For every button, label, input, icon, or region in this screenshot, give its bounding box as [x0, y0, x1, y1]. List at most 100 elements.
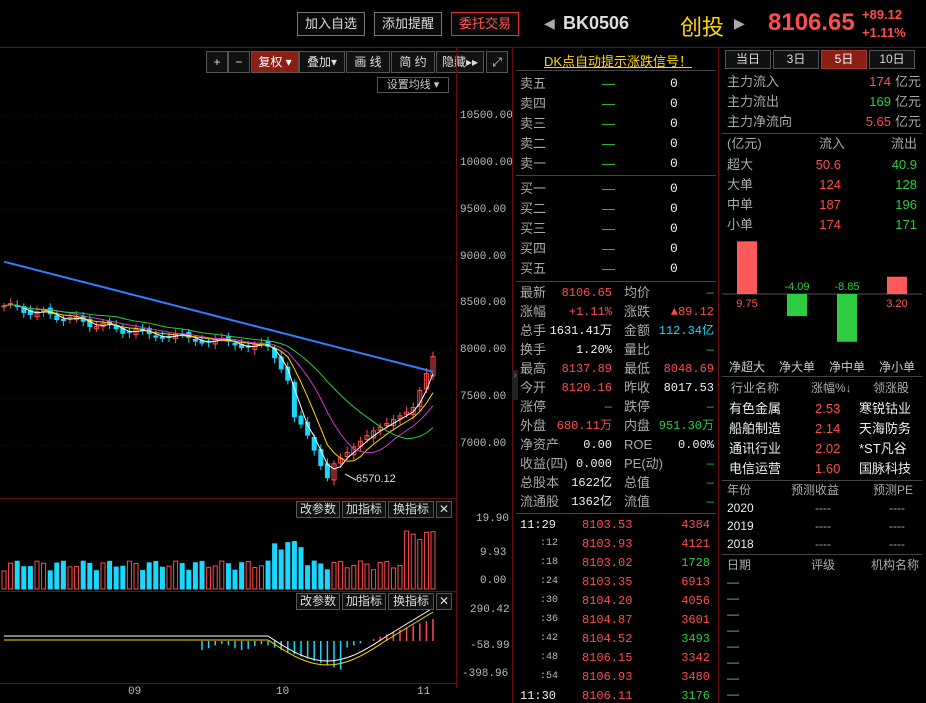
add-watchlist-button[interactable]: 加入自选 [297, 12, 365, 36]
prev-stock-icon[interactable]: ◀ [544, 15, 555, 31]
ma10-line [3, 304, 434, 462]
bid-row[interactable]: 买一 — 0 [520, 179, 716, 199]
macd-add-indicator-button[interactable]: 加指标 [342, 593, 386, 610]
fund-bar [787, 294, 807, 317]
vol-add-indicator-button[interactable]: 加指标 [342, 501, 386, 518]
tick-time: :24 [540, 576, 559, 587]
stat-label: 换手 [520, 342, 547, 357]
low-price-label: 6570.12 [356, 473, 396, 485]
zoom-in-button[interactable]: + [206, 51, 228, 73]
macd-params-button[interactable]: 改参数 [296, 593, 340, 610]
tick-row: :24 8103.35 6913 [520, 572, 716, 592]
volume-bar [239, 562, 245, 590]
ask-price: — [602, 136, 615, 151]
forecast-row: 2019 ---- ---- [727, 516, 921, 536]
industry-row[interactable]: 电信运营 1.60 国脉科技 [727, 459, 921, 479]
ask-row[interactable]: 卖四 — 0 [520, 94, 716, 114]
signal-link[interactable]: DK点自动提示涨跌信号！ [543, 54, 693, 69]
volume-bar [344, 567, 350, 590]
industry-row[interactable]: 有色金属 2.53 寒锐钴业 [727, 399, 921, 419]
candle-body [397, 415, 403, 420]
fund-tab[interactable]: 3日 [773, 50, 819, 69]
vol-params-button[interactable]: 改参数 [296, 501, 340, 518]
bid-row[interactable]: 买三 — 0 [520, 219, 716, 239]
volume-bar [133, 562, 139, 590]
forecast-eps: ---- [815, 501, 831, 515]
x-label: 11 [417, 686, 431, 698]
ask-volume: 0 [670, 116, 678, 131]
vol-swap-indicator-button[interactable]: 换指标 [388, 501, 434, 518]
draw-button[interactable]: 画 线 [346, 51, 390, 73]
hide-button[interactable]: 隐藏▸▸ [436, 51, 484, 73]
fund-label: 主力流入 [727, 74, 780, 89]
ytick: 10000.00 [460, 157, 513, 169]
ask-volume: 0 [670, 96, 678, 111]
volume-bar [21, 566, 27, 590]
stat-value: 0.000 [575, 457, 612, 471]
stat-row: 外盘 680.11万 内盘 951.30万 [520, 416, 716, 436]
fund-summary-row: 主力净流向 5.65 亿元 [727, 112, 921, 132]
expand-icon[interactable]: ⤢ [486, 51, 508, 73]
vol-close-icon[interactable]: ✕ [436, 501, 452, 518]
volume-bar [219, 560, 225, 590]
trade-button[interactable]: 委托交易 [451, 12, 519, 36]
ma-settings-button[interactable]: 设置均线 ▾ [377, 77, 449, 93]
bid-row[interactable]: 买四 — 0 [520, 239, 716, 259]
volume-bar [93, 570, 99, 590]
bid-row[interactable]: 买二 — 0 [520, 199, 716, 219]
macd-close-icon[interactable]: ✕ [436, 593, 452, 610]
rating-row: — [727, 671, 739, 685]
macd-dea-line [4, 611, 434, 666]
volume-bar [173, 560, 179, 590]
fund-label: 主力流出 [727, 94, 780, 109]
stat-value: — [706, 286, 714, 300]
collapse-handle[interactable]: › [512, 370, 518, 400]
rating-org-header: 机构名称 [871, 558, 920, 572]
order-book-divider [516, 175, 716, 176]
add-alert-button[interactable]: 添加提醒 [374, 12, 442, 36]
volume-bar [1, 570, 7, 590]
ask-row[interactable]: 卖五 — 0 [520, 74, 716, 94]
tick-row: :54 8106.93 3480 [520, 667, 716, 687]
industry-row[interactable]: 船舶制造 2.14 天海防务 [727, 419, 921, 439]
industry-row[interactable]: 通讯行业 2.02 *ST凡谷 [727, 439, 921, 459]
fund-table-row: 中单 187 196 [727, 195, 921, 215]
stock-name: 创投 [680, 15, 725, 40]
fund-tab[interactable]: 当日 [725, 50, 771, 69]
bid-price: — [602, 181, 615, 196]
forecast-eps: ---- [815, 519, 831, 533]
adjust-button[interactable]: 复权 ▾ [251, 51, 299, 73]
macd-swap-indicator-button[interactable]: 换指标 [388, 593, 434, 610]
overlay-button[interactable]: 叠加▾ [299, 51, 345, 73]
volume-bar [377, 561, 383, 590]
vol-tick: 0.00 [480, 575, 507, 587]
ask-row[interactable]: 卖三 — 0 [520, 114, 716, 134]
zoom-out-button[interactable]: − [228, 51, 250, 73]
fund-in: 187 [819, 197, 841, 212]
tick-time: :48 [540, 652, 559, 663]
bid-row[interactable]: 买五 — 0 [520, 259, 716, 279]
tick-time: 11:29 [520, 518, 557, 532]
stat-value: 0.00 [583, 438, 612, 452]
industry-pct: 1.60 [815, 461, 841, 476]
industry-pct-header[interactable]: 涨幅%↓ [811, 381, 852, 395]
ask-row[interactable]: 卖二 — 0 [520, 134, 716, 154]
stat-row: 今开 8120.16 昨收 8017.53 [520, 378, 716, 398]
ask-row[interactable]: 卖一 — 0 [520, 154, 716, 174]
fund-in: 124 [819, 177, 841, 192]
fund-tab[interactable]: 10日 [869, 50, 915, 69]
stat-label: 净资产 [520, 437, 560, 452]
volume-bar [192, 562, 198, 590]
volume-bar [34, 560, 40, 590]
stat-value: 680.11万 [556, 419, 612, 433]
tick-time: :30 [540, 595, 559, 606]
fund-value: 5.65 [865, 114, 891, 129]
next-stock-icon[interactable]: ▶ [734, 15, 745, 31]
fund-value: 174 [869, 74, 891, 89]
volume-bar [107, 560, 113, 590]
stat-row: 总手 1631.41万 金额 112.34亿 [520, 321, 716, 341]
fund-bar-label: 净小单 [879, 360, 915, 374]
simple-button[interactable]: 简 约 [391, 51, 435, 73]
forecast-row: 2018 ---- ---- [727, 534, 921, 554]
fund-tab[interactable]: 5日 [821, 50, 867, 69]
